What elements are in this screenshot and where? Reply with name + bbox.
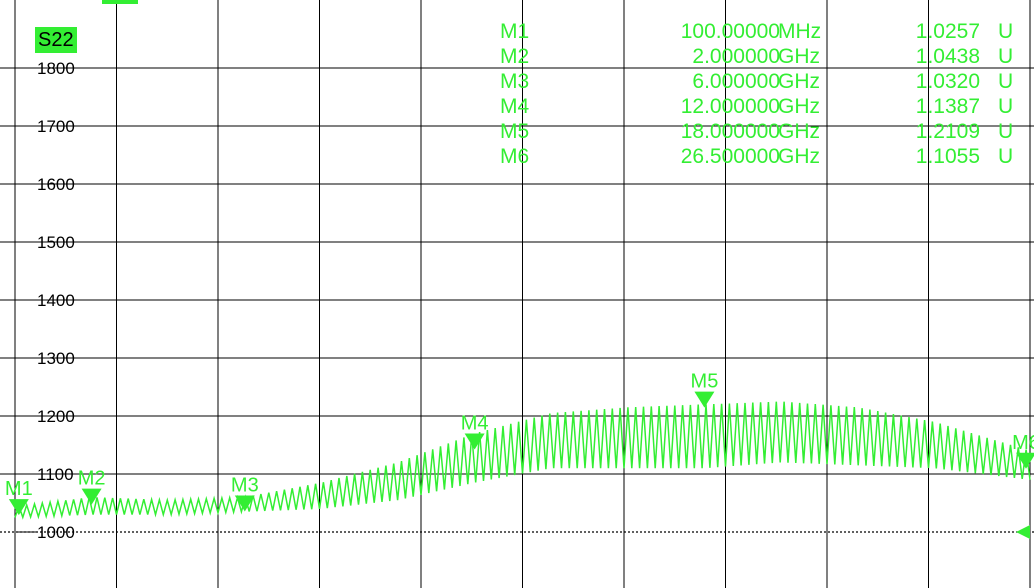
marker-name: M6 <box>500 145 530 168</box>
y-tick-label: 1500 <box>37 233 75 252</box>
marker-row: M5 18.000000 GHz 1.2109 U <box>500 120 1030 145</box>
marker-label: M5 <box>691 371 719 393</box>
s22-trace <box>14 401 1031 520</box>
marker-value-unit: U <box>998 45 1014 68</box>
marker-frequency-unit: GHz <box>778 70 820 93</box>
y-tick-label: 1700 <box>37 117 75 136</box>
marker-value-unit: U <box>998 145 1014 168</box>
marker-value-unit: U <box>998 20 1014 43</box>
marker-triangle <box>234 495 255 512</box>
marker-value-unit: U <box>998 70 1014 93</box>
marker-triangle <box>1016 452 1034 469</box>
marker-triangle <box>8 499 29 516</box>
active-trace-tab-mark <box>102 0 138 4</box>
y-tick-label: 1800 <box>37 59 75 78</box>
y-tick-label: 1000 <box>37 523 75 542</box>
reference-line <box>0 525 1034 539</box>
marker-table: M1 100.00000 MHz 1.0257 U M2 2.000000 GH… <box>500 20 1030 170</box>
marker-frequency: 2.000000 <box>692 45 780 68</box>
y-tick-labels: 1800 1700 1600 1500 1400 1300 1200 1100 1000 <box>18 59 75 542</box>
marker-label: M1 <box>5 478 33 500</box>
marker-frequency: 18.000000 <box>680 120 780 143</box>
y-tick-label: 1300 <box>37 349 75 368</box>
marker-value-unit: U <box>998 95 1014 118</box>
marker-frequency-unit: GHz <box>778 95 820 118</box>
reference-level-arrow <box>1016 525 1030 539</box>
marker-frequency: 26.500000 <box>680 145 780 168</box>
y-tick-label: 1200 <box>37 407 75 426</box>
marker-frequency: 6.000000 <box>692 70 780 93</box>
marker-glyphs: M1 M2 M3 M4 M5 M6 <box>5 371 1034 516</box>
marker-label: M6 <box>1012 432 1034 454</box>
marker-label: M3 <box>231 474 259 496</box>
marker-frequency-unit: GHz <box>778 120 820 143</box>
marker-triangle <box>81 488 102 505</box>
marker-value: 1.2109 <box>915 120 980 143</box>
marker-row: M6 26.500000 GHz 1.1055 U <box>500 145 1030 170</box>
marker-frequency-unit: MHz <box>778 20 822 43</box>
marker-row: M3 6.000000 GHz 1.0320 U <box>500 70 1030 95</box>
marker-name: M4 <box>500 95 530 118</box>
marker-value: 1.1055 <box>915 145 980 168</box>
marker-value-unit: U <box>998 120 1014 143</box>
marker-frequency-unit: GHz <box>778 45 820 68</box>
y-tick-label: 1100 <box>37 465 74 484</box>
marker-name: M2 <box>500 45 530 68</box>
marker-name: M5 <box>500 120 530 143</box>
marker-value: 1.0320 <box>915 70 980 93</box>
marker-frequency: 100.00000 <box>680 20 780 43</box>
marker-name: M1 <box>500 20 530 43</box>
marker-triangle <box>694 391 715 408</box>
marker-frequency: 12.000000 <box>680 95 780 118</box>
marker-frequency-unit: GHz <box>778 145 820 168</box>
trace-label: S22 <box>35 27 77 53</box>
marker-triangle <box>464 433 485 450</box>
marker-value: 1.1387 <box>915 95 980 118</box>
marker-name: M3 <box>500 70 530 93</box>
y-tick-label: 1400 <box>37 291 75 310</box>
y-tick-label: 1600 <box>37 175 75 194</box>
marker-row: M4 12.000000 GHz 1.1387 U <box>500 95 1030 120</box>
marker-label: M4 <box>461 413 489 435</box>
marker-value: 1.0438 <box>915 45 980 68</box>
marker-row: M1 100.00000 MHz 1.0257 U <box>500 20 1030 45</box>
marker-row: M2 2.000000 GHz 1.0438 U <box>500 45 1030 70</box>
marker-label: M2 <box>78 468 106 490</box>
marker-value: 1.0257 <box>915 20 980 43</box>
